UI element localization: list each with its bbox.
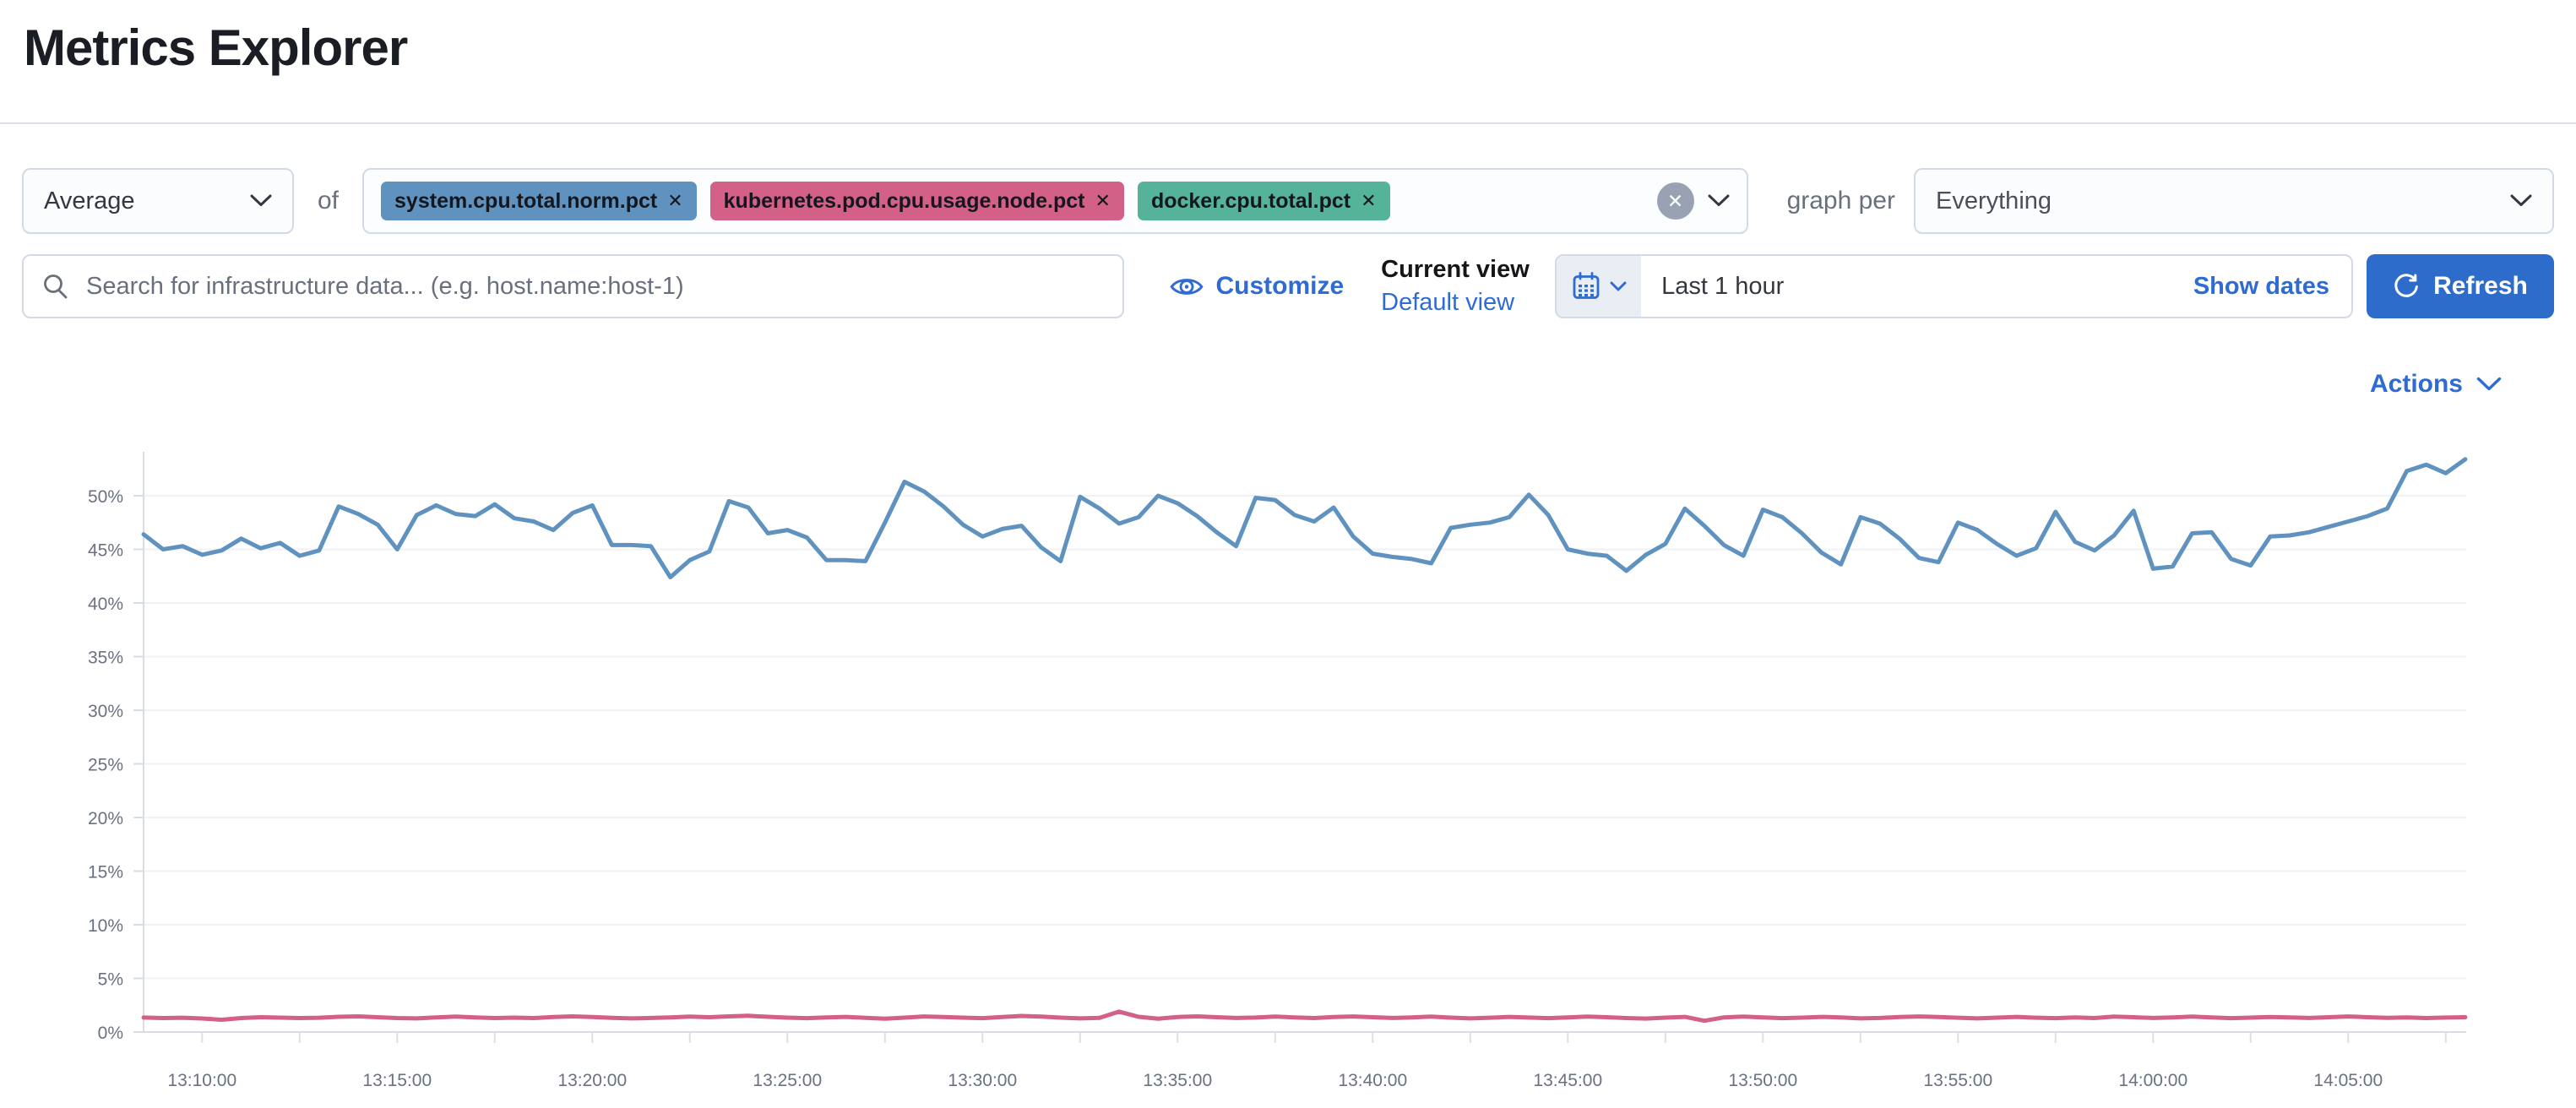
quick-select-button[interactable]: [1557, 256, 1642, 317]
remove-metric-icon[interactable]: ✕: [1095, 190, 1111, 211]
svg-text:13:10:00: 13:10:00: [167, 1071, 236, 1090]
svg-text:20%: 20%: [88, 809, 123, 828]
svg-text:13:55:00: 13:55:00: [1923, 1071, 1992, 1090]
eye-icon: [1170, 278, 1204, 295]
graph-per-value: Everything: [1936, 187, 2052, 215]
actions-label: Actions: [2369, 370, 2463, 398]
metrics-chart-panel: 0% 5% 10% 15% 20% 25% 30% 35% 40% 45% 50% 13:10:00 1…: [0, 421, 2576, 1107]
remove-metric-icon[interactable]: ✕: [1361, 190, 1377, 211]
svg-text:50%: 50%: [88, 487, 123, 507]
metric-pills: system.cpu.total.norm.pct ✕ kubernetes.pod…: [381, 182, 1390, 220]
svg-text:45%: 45%: [88, 541, 123, 561]
chevron-down-icon: [250, 194, 272, 206]
svg-text:13:45:00: 13:45:00: [1533, 1071, 1602, 1090]
svg-text:40%: 40%: [88, 595, 123, 614]
chevron-down-icon: [1610, 281, 1627, 291]
chevron-down-icon: [2476, 377, 2502, 391]
metric-pill-label: kubernetes.pod.cpu.usage.node.pct: [723, 188, 1085, 213]
svg-text:0%: 0%: [98, 1024, 123, 1043]
svg-text:13:35:00: 13:35:00: [1143, 1071, 1212, 1090]
of-label: of: [318, 187, 340, 215]
svg-text:10%: 10%: [88, 916, 123, 936]
time-range-picker: Last 1 hour Show dates: [1555, 254, 2353, 318]
svg-text:14:00:00: 14:00:00: [2118, 1071, 2187, 1090]
svg-text:14:05:00: 14:05:00: [2313, 1071, 2383, 1090]
svg-text:13:15:00: 13:15:00: [362, 1071, 432, 1090]
view-switcher: Current view Default view: [1381, 256, 1530, 317]
customize-button[interactable]: Customize: [1170, 272, 1344, 301]
current-view-label: Current view: [1381, 256, 1530, 283]
page-header: Metrics Explorer: [0, 0, 2576, 124]
svg-text:35%: 35%: [88, 649, 123, 668]
metric-controls-row: Average of system.cpu.total.norm.pct ✕ kub…: [22, 168, 2554, 234]
page-title: Metrics Explorer: [24, 19, 408, 76]
search-field[interactable]: [22, 254, 1125, 318]
metric-pill-label: system.cpu.total.norm.pct: [394, 188, 658, 213]
refresh-label: Refresh: [2433, 272, 2528, 300]
remove-metric-icon[interactable]: ✕: [667, 190, 683, 211]
aggregation-select[interactable]: Average: [22, 168, 294, 234]
svg-text:30%: 30%: [88, 702, 123, 721]
search-row: Customize Current view Default view Last…: [22, 254, 2554, 318]
clear-metrics-icon[interactable]: ✕: [1656, 182, 1694, 220]
chevron-down-icon[interactable]: [1708, 194, 1730, 208]
search-input[interactable]: [84, 271, 1105, 301]
time-range-value[interactable]: Last 1 hour: [1661, 272, 1785, 300]
metric-pill[interactable]: kubernetes.pod.cpu.usage.node.pct ✕: [709, 182, 1124, 220]
customize-label: Customize: [1215, 272, 1345, 300]
metrics-chart[interactable]: 0% 5% 10% 15% 20% 25% 30% 35% 40% 45% 50% 13:10:00 1…: [0, 421, 2576, 1107]
svg-text:25%: 25%: [88, 756, 123, 775]
metric-pill[interactable]: docker.cpu.total.pct ✕: [1137, 182, 1390, 220]
svg-text:13:40:00: 13:40:00: [1338, 1071, 1407, 1090]
chevron-down-icon: [2510, 194, 2532, 206]
metric-pill-label: docker.cpu.total.pct: [1150, 188, 1351, 213]
metric-pill[interactable]: system.cpu.total.norm.pct ✕: [381, 182, 697, 220]
svg-text:13:30:00: 13:30:00: [948, 1071, 1017, 1090]
svg-text:5%: 5%: [98, 970, 123, 990]
actions-menu-button[interactable]: Actions: [2370, 370, 2502, 399]
calendar-icon: [1573, 272, 1600, 299]
svg-text:13:20:00: 13:20:00: [557, 1071, 627, 1090]
graph-per-select[interactable]: Everything: [1914, 168, 2554, 234]
refresh-button[interactable]: Refresh: [2367, 254, 2554, 318]
refresh-icon: [2394, 274, 2418, 297]
svg-text:13:50:00: 13:50:00: [1728, 1071, 1797, 1090]
svg-text:13:25:00: 13:25:00: [753, 1071, 822, 1090]
search-icon: [44, 274, 68, 299]
aggregation-value: Average: [44, 187, 135, 215]
graph-per-label: graph per: [1786, 187, 1895, 215]
default-view-link[interactable]: Default view: [1381, 289, 1515, 316]
metrics-combobox[interactable]: system.cpu.total.norm.pct ✕ kubernetes.pod…: [362, 168, 1748, 234]
show-dates-link[interactable]: Show dates: [2193, 272, 2329, 300]
chart-actions-row: Actions: [0, 366, 2502, 403]
svg-text:15%: 15%: [88, 863, 123, 883]
